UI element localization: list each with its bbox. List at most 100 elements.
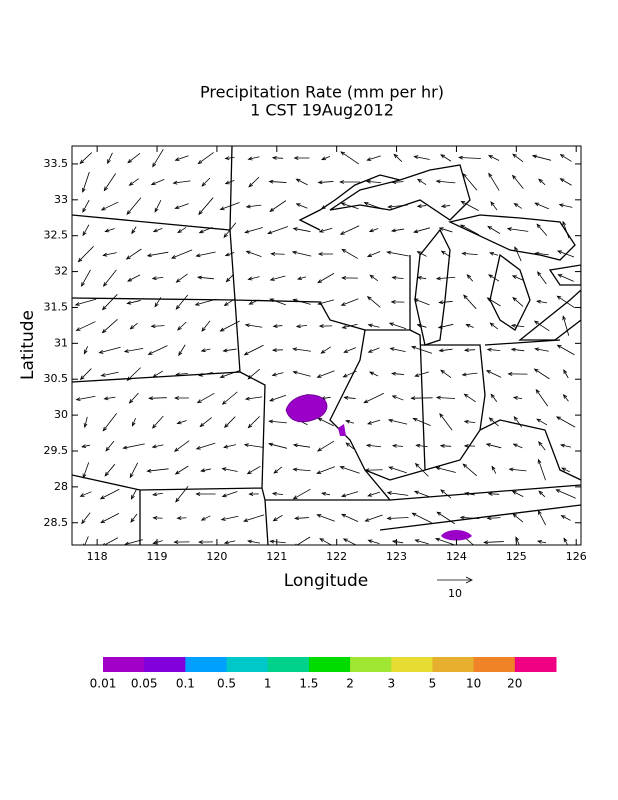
wind-vector-head — [511, 275, 517, 279]
wind-vector-head — [368, 228, 374, 233]
wind-vector — [341, 249, 359, 259]
wind-vector-head — [123, 349, 129, 353]
wind-vector-head — [463, 444, 469, 448]
wind-vector — [248, 156, 260, 160]
wind-vector-head — [488, 172, 493, 178]
wind-vector — [177, 227, 187, 233]
colorbar-label: 0.1 — [176, 677, 195, 691]
wind-vector-head — [318, 324, 324, 328]
wind-vector-head — [416, 204, 422, 208]
wind-vector-head — [536, 418, 542, 423]
wind-vector — [392, 277, 404, 279]
state-borders — [72, 146, 581, 545]
wind-vector-head — [319, 538, 325, 543]
wind-vector-head — [461, 251, 467, 256]
colorbar-swatch — [144, 657, 186, 672]
wind-vector — [293, 348, 311, 352]
wind-vector-head — [197, 159, 203, 165]
wind-vector — [436, 511, 456, 525]
wind-vector — [367, 419, 381, 425]
wind-vector — [366, 180, 382, 184]
y-tick-label: 30.5 — [44, 372, 69, 385]
wind-vector-head — [79, 375, 85, 381]
wind-vector-head — [152, 162, 157, 168]
wind-vector — [412, 512, 432, 524]
wind-vector — [441, 205, 451, 207]
wind-vector-head — [560, 515, 566, 519]
wind-vector-head — [510, 347, 516, 352]
wind-vector — [436, 397, 456, 399]
wind-vector-head — [486, 516, 492, 521]
wind-vector — [462, 173, 478, 191]
wind-vector-head — [393, 153, 399, 159]
wind-vector-head — [321, 492, 327, 496]
wind-vector-head — [508, 467, 514, 472]
wind-vector-head — [154, 207, 159, 213]
great-lakes — [329, 164, 581, 346]
wind-vector-head — [538, 441, 543, 446]
wind-vector-head — [292, 370, 298, 375]
wind-vector — [222, 468, 238, 472]
wind-vector-head — [339, 180, 344, 184]
y-tick-label: 28.5 — [44, 516, 69, 529]
wind-vector — [341, 491, 359, 497]
wind-vector — [369, 274, 379, 282]
wind-vector — [270, 275, 286, 281]
wind-vector — [75, 298, 97, 306]
wind-vector-head — [391, 443, 397, 448]
wind-vector-head — [340, 302, 346, 306]
wind-vector-head — [100, 373, 106, 377]
wind-vector-head — [173, 447, 179, 452]
wind-vector — [154, 199, 162, 213]
wind-vector — [387, 492, 409, 496]
wind-vector-head — [98, 350, 104, 354]
wind-vector — [248, 176, 260, 188]
wind-vector — [343, 538, 357, 545]
wind-vector — [464, 393, 476, 403]
wind-vector-head — [341, 513, 346, 518]
wind-vector — [535, 202, 549, 210]
wind-vector-head — [563, 369, 568, 375]
wind-vector-head — [224, 180, 230, 185]
wind-vector-head — [271, 491, 277, 496]
wind-vector — [317, 440, 335, 452]
wind-vector-head — [511, 174, 517, 180]
wind-vector-head — [271, 372, 277, 377]
wind-vector-head — [438, 300, 444, 305]
wind-vector-head — [130, 518, 135, 523]
wind-vector-head — [535, 388, 540, 394]
wind-vector — [198, 152, 214, 164]
wind-vector-head — [176, 420, 182, 425]
wind-vector — [489, 417, 499, 427]
wind-vector-head — [178, 351, 183, 357]
wind-vector-head — [561, 467, 567, 472]
wind-vector-head — [533, 368, 539, 373]
wind-vector — [246, 250, 262, 258]
wind-vector-head — [83, 423, 88, 429]
wind-vector-head — [536, 223, 541, 229]
wind-vector-head — [220, 517, 226, 521]
wind-vector-head — [273, 469, 279, 474]
wind-vector-head — [343, 395, 349, 400]
wind-vector-head — [556, 344, 562, 349]
wind-vector-head — [555, 416, 561, 421]
wind-vector — [268, 443, 288, 449]
wind-vector-head — [269, 277, 275, 281]
wind-vector-head — [556, 250, 562, 255]
wind-vector-head — [367, 539, 373, 544]
wind-vector-head — [340, 202, 346, 207]
wind-vector — [341, 298, 359, 306]
wind-vector-head — [152, 540, 158, 545]
wind-vector — [123, 443, 145, 449]
wind-vector-head — [248, 300, 254, 305]
wind-vector-head — [175, 497, 180, 503]
wind-vector — [535, 252, 549, 256]
wind-vector — [153, 540, 163, 544]
wind-vector — [512, 513, 524, 523]
wind-vector — [321, 492, 331, 496]
wind-vector-head — [172, 180, 178, 185]
wind-vector — [511, 325, 525, 327]
wind-vector-head — [129, 325, 135, 330]
wind-vector — [556, 416, 576, 428]
wind-vector-head — [245, 204, 251, 209]
